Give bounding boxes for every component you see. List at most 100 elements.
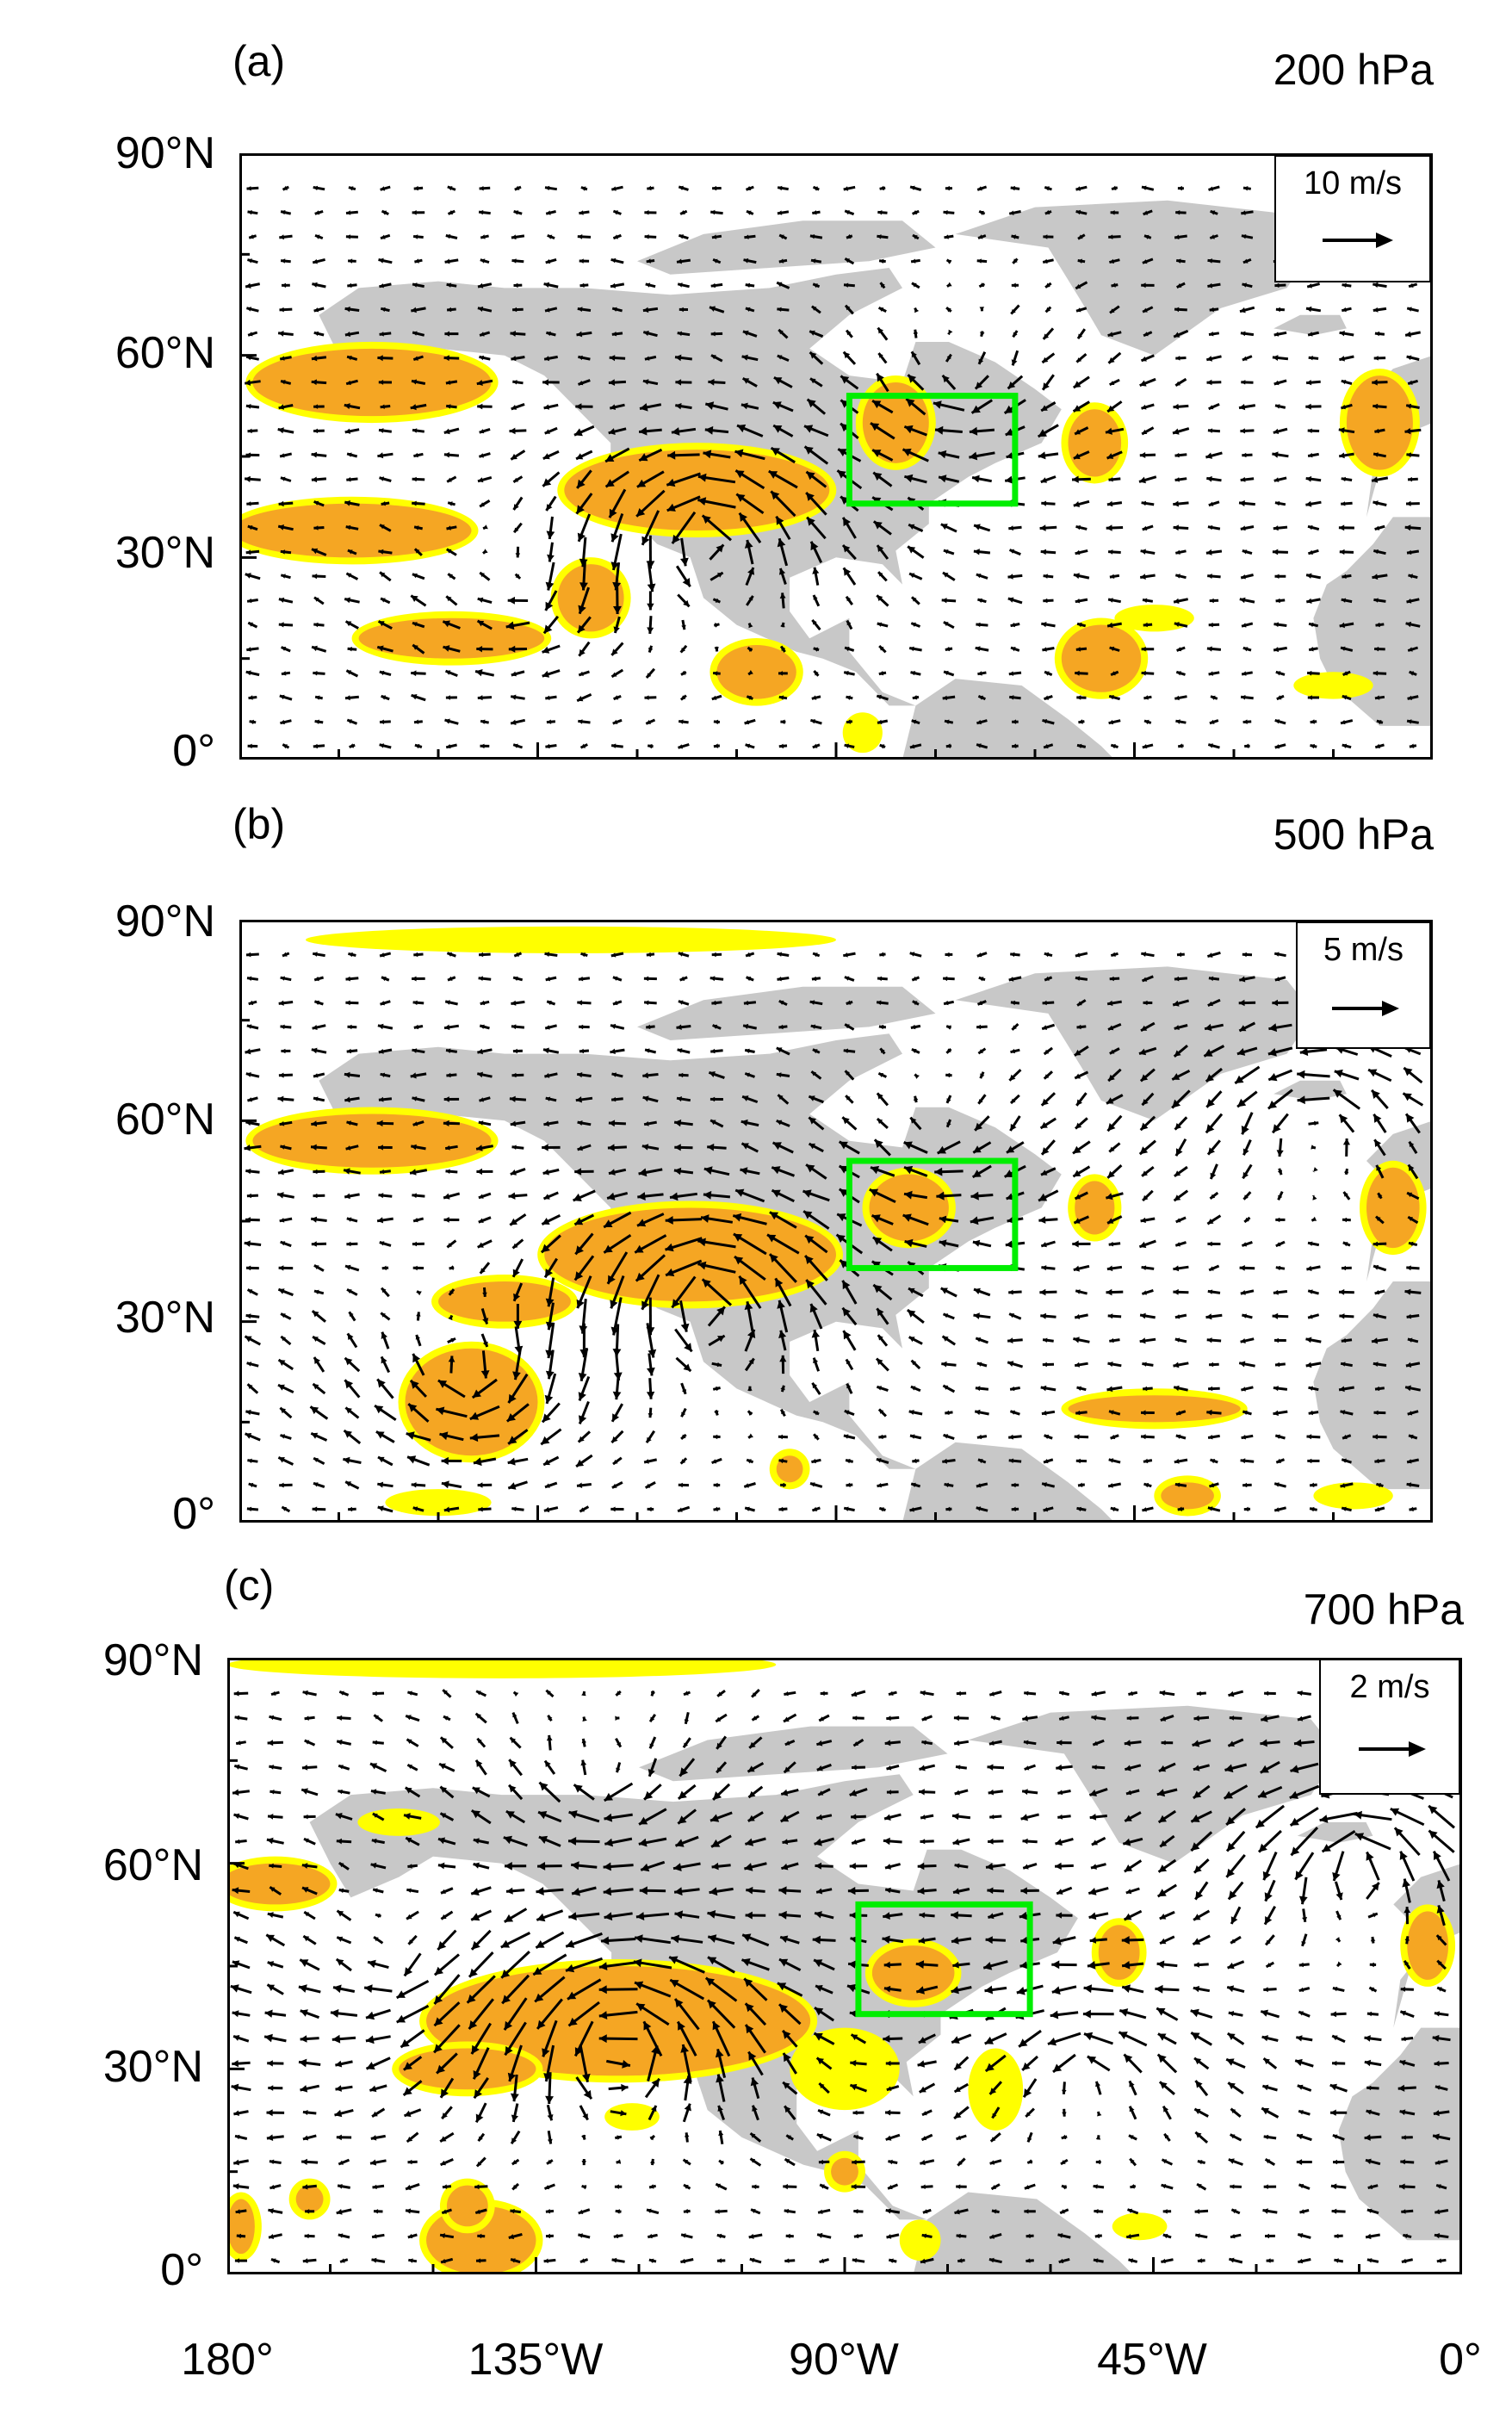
wind-vector	[748, 2233, 763, 2239]
wind-vector	[1240, 476, 1255, 482]
wind-vector	[348, 186, 356, 191]
wind-vector	[678, 233, 689, 240]
wind-vector	[511, 402, 525, 411]
wind-vector	[312, 282, 326, 288]
wind-vector	[988, 1838, 1004, 1845]
wind-vector	[842, 351, 857, 365]
wind-vector	[851, 2184, 866, 2190]
wind-vector	[377, 1481, 393, 1488]
wind-vector	[479, 499, 491, 508]
wind-vector	[1174, 1482, 1187, 1487]
wind-vector	[1330, 2011, 1347, 2018]
wind-vector	[603, 1862, 634, 1871]
wind-vector	[613, 2233, 623, 2239]
wind-vector	[1090, 1863, 1106, 1870]
wind-vector	[1155, 1984, 1180, 1994]
wind-vector	[1129, 2157, 1137, 2167]
wind-vector	[1263, 2184, 1277, 2189]
wind-vector	[280, 976, 292, 982]
wind-vector	[783, 1713, 797, 1723]
wind-vector	[878, 671, 887, 676]
wind-vector	[951, 1813, 971, 1821]
wind-vector	[976, 1482, 988, 1488]
wind-vector	[514, 573, 522, 580]
wind-vector	[1142, 1386, 1153, 1392]
wind-vector	[1405, 403, 1420, 409]
wind-vector	[844, 1023, 855, 1031]
wind-vector	[1404, 331, 1421, 338]
wind-vector	[674, 1910, 700, 1920]
significant-region-90	[842, 712, 883, 754]
wind-vector	[877, 571, 888, 582]
wind-vector	[1110, 743, 1119, 749]
wind-vector	[700, 1214, 734, 1224]
wind-vector	[1010, 1048, 1020, 1054]
wind-vector	[231, 2083, 251, 2092]
wind-vector	[1404, 428, 1422, 435]
wind-vector	[542, 450, 560, 460]
wind-vector	[1297, 2233, 1311, 2239]
wind-vector	[610, 185, 623, 191]
wind-vector	[977, 1458, 987, 1464]
wind-vector	[644, 1480, 656, 1489]
wind-vector	[711, 952, 722, 958]
wind-vector	[945, 258, 952, 264]
wind-vector	[1141, 670, 1155, 676]
wind-vector	[1138, 475, 1157, 484]
wind-vector	[877, 352, 888, 364]
wind-vector	[247, 258, 258, 264]
wind-vector	[336, 1838, 352, 1845]
wind-vector	[846, 233, 853, 239]
wind-vector	[943, 670, 955, 677]
wind-vector	[445, 233, 458, 239]
wind-vector	[279, 234, 293, 240]
wind-vector	[1111, 282, 1119, 288]
wind-vector	[1008, 1434, 1022, 1440]
wind-vector	[510, 2258, 521, 2264]
wind-vector	[579, 2105, 589, 2121]
wind-vector	[710, 1119, 724, 1128]
wind-vector	[544, 1481, 558, 1489]
wind-vector	[311, 548, 327, 556]
wind-vector	[884, 1863, 901, 1870]
wind-vector	[1009, 1115, 1021, 1132]
wind-vector	[1267, 1089, 1293, 1110]
wind-vector	[808, 1142, 824, 1153]
wind-vector	[650, 2158, 655, 2166]
wind-vector	[1305, 500, 1322, 507]
wind-vector	[512, 1048, 523, 1054]
wind-vector	[675, 1356, 692, 1373]
wind-vector	[1011, 282, 1019, 288]
wind-vector	[379, 524, 392, 532]
wind-vector	[545, 561, 555, 591]
wind-vector	[1405, 500, 1420, 506]
wind-vector	[648, 645, 654, 654]
wind-vector	[246, 976, 258, 981]
wind-vector	[1124, 1811, 1142, 1823]
wind-vector	[375, 1913, 381, 1919]
wind-vector	[1210, 695, 1218, 700]
wind-vector	[1239, 597, 1255, 604]
wind-vector	[697, 1238, 736, 1249]
wind-vector	[869, 1188, 896, 1204]
wind-vector	[1307, 1241, 1320, 1247]
wind-vector	[703, 450, 731, 459]
wind-vector	[578, 2208, 591, 2215]
wind-vector	[1210, 1458, 1218, 1464]
wind-vector	[910, 1385, 921, 1393]
wind-vector	[665, 1216, 703, 1225]
wind-vector	[1177, 185, 1184, 191]
wind-vector	[234, 2258, 247, 2263]
land-area	[902, 679, 1115, 760]
wind-vector	[413, 452, 424, 458]
wind-vector	[845, 595, 854, 605]
wind-vector	[603, 1211, 632, 1229]
wind-vector	[1206, 1337, 1222, 1343]
wind-vector	[639, 1886, 666, 1895]
wind-vector	[534, 1976, 566, 2003]
wind-vector	[1109, 1047, 1120, 1055]
wind-vector	[845, 329, 853, 338]
y-tick-label: 0°	[160, 2245, 203, 2295]
wind-vector	[581, 1738, 586, 1747]
wind-vector	[581, 1691, 586, 1697]
